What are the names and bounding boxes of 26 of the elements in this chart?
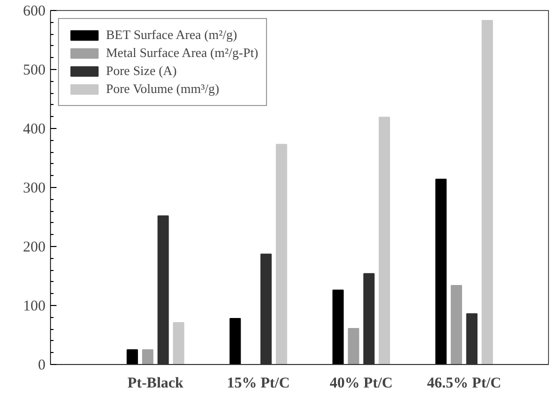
y-tick-label: 500 <box>23 62 46 78</box>
bar <box>142 349 154 364</box>
y-tick-label: 400 <box>23 122 46 138</box>
x-tick-label: 46.5% Pt/C <box>427 376 502 392</box>
bar <box>348 328 360 364</box>
y-tick-label: 600 <box>23 4 46 20</box>
y-tick-label: 200 <box>23 240 46 256</box>
bar <box>482 20 493 364</box>
x-tick-label: Pt-Black <box>128 376 184 392</box>
bar <box>378 116 390 364</box>
x-tick-label: 40% Pt/C <box>330 376 393 392</box>
y-tick-label: 100 <box>23 298 46 314</box>
legend-label: Pore Size (A) <box>106 63 177 79</box>
bar <box>450 284 462 364</box>
bar <box>126 349 138 364</box>
bar <box>276 144 288 364</box>
legend-label: BET Surface Area (m²/g) <box>106 27 238 43</box>
legend-label: Pore Volume (mm³/g) <box>106 81 220 97</box>
y-tick-label: 300 <box>23 180 46 196</box>
x-tick-label: 15% Pt/C <box>226 376 290 392</box>
bar <box>230 318 241 364</box>
legend-label: Metal Surface Area (m²/g-Pt) <box>106 45 258 61</box>
y-tick-label: 0 <box>38 358 46 374</box>
bar <box>332 290 344 364</box>
bar <box>435 178 447 364</box>
bar <box>172 322 184 364</box>
